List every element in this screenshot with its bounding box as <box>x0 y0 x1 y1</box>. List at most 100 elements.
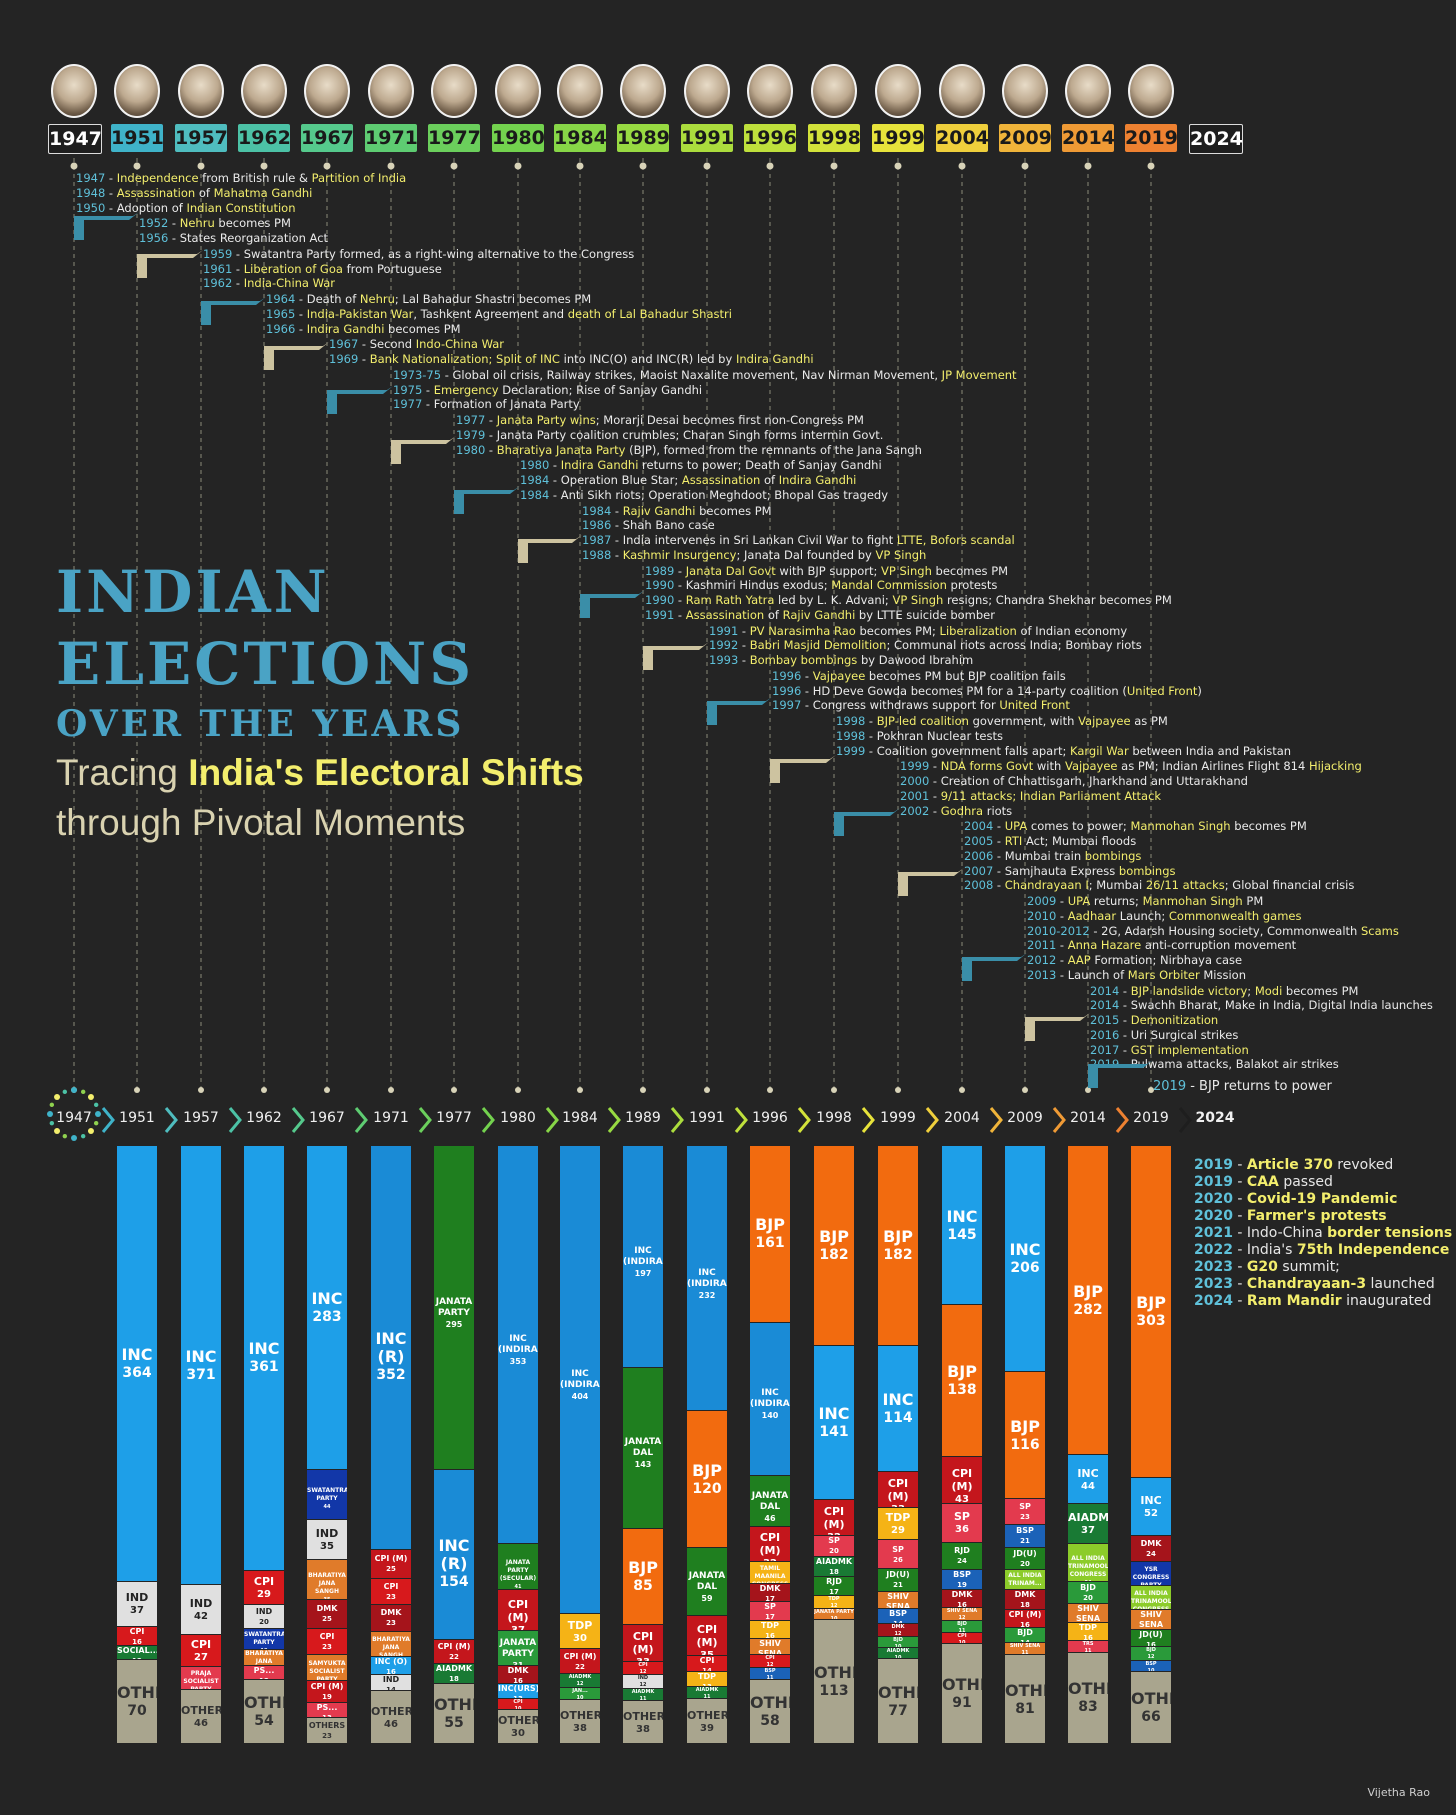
bar-value-2004-7: 12 <box>958 1614 966 1621</box>
guide-end-1962 <box>261 1087 267 1093</box>
event-60: 2019 - BJP returns to power <box>1153 1079 1332 1094</box>
bar-segment-1957-1: IND 42 <box>181 1585 221 1636</box>
bar-value-1984-3: 12 <box>576 1681 584 1688</box>
axis-chevron-icon-2004 <box>989 1107 1003 1133</box>
axis-year-1967: 1967 <box>309 1110 345 1126</box>
bar-segment-1971-3: DMK 23 <box>371 1605 411 1632</box>
bar-value-1951-3: 12 <box>117 1656 157 1659</box>
bar-label-1977-3: AIADMK <box>435 1663 473 1673</box>
guide-node-1989 <box>639 162 647 170</box>
bar-segment-2009-4: JD(U) 20 <box>1005 1547 1045 1570</box>
bar-segment-1967-2: IND 35 <box>307 1519 347 1560</box>
bar-segment-1989-3: CPI (M)33 <box>623 1624 663 1662</box>
guide-end-2009 <box>1022 1087 1028 1093</box>
bar-label-2004-4: RJD <box>954 1546 970 1556</box>
bar-label-2019-4: ALL INDIA TRINAMOOL CONGRESS <box>1131 1590 1171 1611</box>
bar-segment-1980-3: JANATA PARTY 31 <box>498 1631 538 1667</box>
bar-label-1971-1: CPI (M) <box>374 1554 408 1564</box>
ring-dot-14 <box>87 1094 94 1101</box>
ring-dot-0 <box>95 1111 101 1117</box>
bar-segment-1991-1: BJP 120 <box>687 1411 727 1549</box>
bar-label-2004-6: DMK <box>951 1590 973 1600</box>
guide-node-2004 <box>958 162 966 170</box>
axis-chevron-path-1996 <box>797 1107 811 1133</box>
year-label-2009: 2009 <box>999 124 1052 152</box>
bar-segment-1999-11: OTHERS77 <box>878 1659 918 1744</box>
bar-segment-1999-0: BJP 182 <box>878 1146 918 1347</box>
bar-value-1977-3: 18 <box>449 1674 459 1683</box>
bar-label-1980-6: CPI <box>513 1698 523 1705</box>
bar-label-2009-6: DMK <box>1014 1590 1036 1600</box>
ring-dot-3 <box>80 1133 86 1139</box>
bar-segment-1971-0: INC (R) 352 <box>371 1146 411 1551</box>
bar-label-1991-5: TDP <box>698 1671 716 1681</box>
event-45: 2006 - Mumbai train bombings <box>964 848 1142 863</box>
event-32: 1993 - Bombay bombings by Dawood Ibrahim <box>709 653 974 667</box>
bar-value-1989-6: 11 <box>639 1695 647 1702</box>
bar-label-1989-7: OTHERS <box>623 1709 663 1723</box>
bar-value-1998-0: 182 <box>819 1246 849 1263</box>
bar-value-2014-0: 282 <box>1073 1301 1103 1318</box>
guide-node-1967 <box>323 162 331 170</box>
bar-label-2004-0: INC <box>946 1206 978 1226</box>
event-25: 1988 - Kashmir Insurgency; Janata Dal fo… <box>582 547 927 562</box>
guide-end-1998 <box>831 1087 837 1093</box>
event-0: 1947 - Independence from British rule & … <box>76 171 407 185</box>
bar-value-2004-9: 10 <box>958 1640 966 1645</box>
year-label-1996: 1996 <box>744 124 797 152</box>
axis-chevron-icon-1991 <box>734 1107 748 1133</box>
bar-value-1951-0: 364 <box>122 1365 152 1382</box>
guide-end-1967 <box>324 1087 330 1093</box>
bar-value-2014-7: 11 <box>1084 1647 1092 1653</box>
bar-label-1989-6: AIADMK <box>631 1688 655 1695</box>
axis-chevron-path-2009 <box>1052 1107 1066 1133</box>
bar-label-2009-4: JD(U) <box>1013 1548 1037 1558</box>
bar-label-2014-1: INC <box>1077 1466 1099 1480</box>
bar-value-1996-6: 17 <box>765 1613 775 1622</box>
bar-segment-1999-5: JD(U) 21 <box>878 1568 918 1593</box>
bar-segment-2004-5: BSP 19 <box>942 1569 982 1591</box>
event-6: 1961 - Liberation of Goa from Portuguese <box>203 261 442 276</box>
step-flag-1998 <box>770 755 836 783</box>
guide-node-1980 <box>514 162 522 170</box>
guide-node-2014 <box>1084 162 1092 170</box>
bar-value-1951-2: 16 <box>132 1637 142 1646</box>
bar-value-2009-10: 81 <box>1015 1700 1035 1717</box>
axis-chevron-icon-1947 <box>101 1107 115 1133</box>
bar-label-1984-3: AIADMK <box>568 1674 592 1681</box>
pm-portrait-1984 <box>557 64 603 118</box>
year-label-1991: 1991 <box>681 124 734 152</box>
guide-end-1984 <box>577 1087 583 1093</box>
bar-label-1999-6: SHIV SENA <box>885 1592 911 1609</box>
author-credit: Vijetha Rao <box>1367 1786 1430 1799</box>
bar-label-2009-10: OTHERS <box>1005 1680 1045 1700</box>
bar-value-2019-9: 66 <box>1141 1708 1161 1725</box>
bar-label-1951-2: CPI <box>129 1626 145 1636</box>
bar-segment-2004-10: OTHERS91 <box>942 1644 982 1744</box>
bar-segment-2014-6: TDP 16 <box>1068 1623 1108 1641</box>
pm-portrait-1947 <box>51 64 97 118</box>
bar-label-1962-3: SWATANTRA PARTY <box>244 1631 284 1647</box>
bar-value-1999-9: 10 <box>894 1644 902 1649</box>
bar-segment-2014-8: OTHERS83 <box>1068 1652 1108 1744</box>
bar-segment-1957-2: CPI 27 <box>181 1635 221 1668</box>
guide-end-1989 <box>640 1087 646 1093</box>
bar-value-1967-3: 35 <box>323 1596 331 1600</box>
bar-value-2009-5: 19 <box>1005 1588 1045 1590</box>
bar-label-1999-1: INC <box>882 1390 914 1410</box>
bar-value-1977-1: 154 <box>439 1573 469 1590</box>
pm-portrait-1998 <box>811 64 857 118</box>
axis-year-1980: 1980 <box>500 1110 536 1126</box>
bar-value-1977-0: 295 <box>445 1320 463 1330</box>
bar-segment-1977-1: INC (R) 154 <box>434 1470 474 1640</box>
ring-dot-10 <box>54 1094 61 1101</box>
bar-label-1996-1: INC (INDIRA) <box>750 1388 790 1410</box>
bar-segment-1962-2: IND 20 <box>244 1605 284 1629</box>
bar-segment-1977-0: JANATA PARTY 295 <box>434 1146 474 1471</box>
bar-value-1957-4: 46 <box>194 1717 208 1729</box>
bar-label-2004-9: CPI <box>957 1633 967 1640</box>
guide-node-1991 <box>703 162 711 170</box>
event-34: 1996 - HD Deve Gowda becomes PM for a 14… <box>772 683 1202 698</box>
event-52: 2012 - AAP Formation; Nirbhaya case <box>1027 953 1243 967</box>
bar-label-1989-4: CPI <box>638 1661 648 1668</box>
